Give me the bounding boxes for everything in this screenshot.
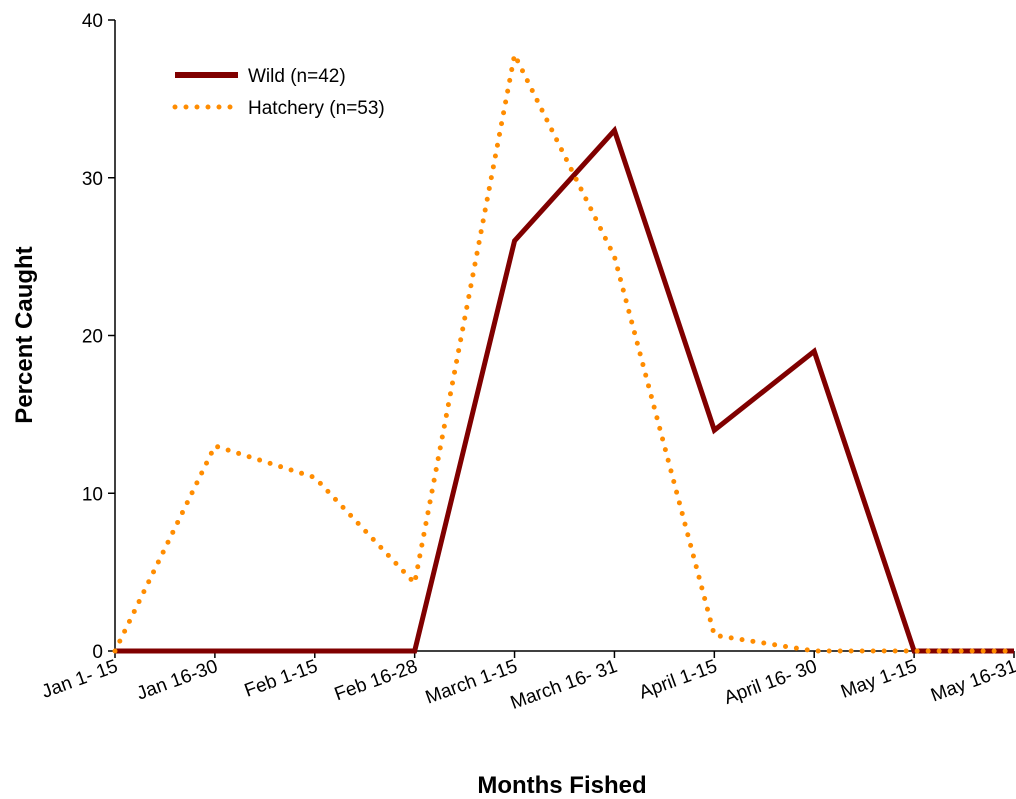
series-line-wild [115,125,1014,654]
x-tick-label: April 1-15 [636,656,720,704]
legend: Wild (n=42) Hatchery (n=53) [172,66,385,119]
x-tick-label: May 1-15 [838,656,920,703]
x-tick-label: May 16-31 [928,656,1016,706]
x-tick-label: Jan 16-30 [134,656,221,705]
y-tick-label: 20 [82,327,103,348]
x-tick-label: April 16- 30 [721,656,819,709]
y-tick-label: 40 [82,11,103,32]
x-tick-label: Feb 16-28 [332,656,421,705]
x-axis-title: Months Fished [477,772,646,799]
y-tick-label: 30 [82,169,103,190]
x-axis-ticks: Jan 1- 15 Jan 16-30 Feb 1-15 Feb 16-28 March… [39,651,1016,714]
series-line-hatchery [112,46,1016,654]
y-tick-label: 0 [92,642,103,663]
series-layer [112,46,1016,654]
x-tick-label: Jan 1- 15 [39,656,121,703]
y-axis-title: Percent Caught [11,246,38,423]
legend-label: Hatchery (n=53) [248,98,385,119]
y-tick-label: 10 [82,484,103,505]
x-tick-label: March 16- 31 [508,656,620,714]
x-tick-label: March 1-15 [423,656,520,709]
legend-label: Wild (n=42) [248,66,346,87]
y-axis-ticks: 0 10 20 30 40 [82,11,115,663]
x-tick-label: Feb 1-15 [242,656,321,702]
